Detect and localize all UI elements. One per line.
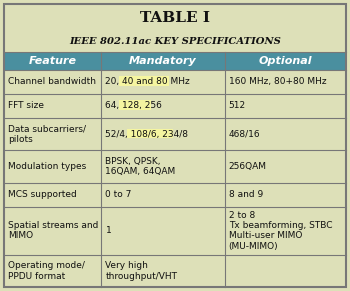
Text: TABLE I: TABLE I (140, 10, 210, 24)
Text: 256QAM: 256QAM (229, 162, 267, 171)
Text: IEEE 802.11ac KEY SPECIFICATIONS: IEEE 802.11ac KEY SPECIFICATIONS (69, 36, 281, 45)
Bar (225, 52, 346, 70)
Text: 52/4, 108/6, 234/8: 52/4, 108/6, 234/8 (105, 130, 188, 139)
Text: 468/16: 468/16 (229, 130, 260, 139)
Text: 160 MHz, 80+80 MHz: 160 MHz, 80+80 MHz (229, 77, 326, 86)
Text: BPSK, QPSK,
16QAM, 64QAM: BPSK, QPSK, 16QAM, 64QAM (105, 157, 176, 176)
Text: 1: 1 (105, 226, 111, 235)
Text: Spatial streams and
MIMO: Spatial streams and MIMO (8, 221, 98, 240)
Text: 20, 40 and 80 MHz: 20, 40 and 80 MHz (105, 77, 190, 86)
Text: Very high
throughput/VHT: Very high throughput/VHT (105, 261, 177, 281)
Bar (119, 100, 151, 110)
Text: Mandatory: Mandatory (129, 56, 197, 66)
Text: 0 to 7: 0 to 7 (105, 190, 132, 199)
Bar (119, 77, 169, 86)
Text: Modulation types: Modulation types (8, 162, 86, 171)
Text: Data subcarriers/
pilots: Data subcarriers/ pilots (8, 125, 86, 144)
Bar (102, 52, 225, 70)
Text: MCS supported: MCS supported (8, 190, 77, 199)
Text: Feature: Feature (29, 56, 77, 66)
Text: 64, 128, 256: 64, 128, 256 (105, 102, 162, 111)
Bar (4, 52, 101, 70)
Text: FFT size: FFT size (8, 102, 44, 111)
Text: Operating mode/
PPDU format: Operating mode/ PPDU format (8, 261, 85, 281)
Bar (127, 129, 173, 138)
Text: 512: 512 (229, 102, 246, 111)
Text: Channel bandwidth: Channel bandwidth (8, 77, 96, 86)
Text: 8 and 9: 8 and 9 (229, 190, 263, 199)
Text: 2 to 8
Tx beamforming, STBC
Multi-user MIMO
(MU-MIMO): 2 to 8 Tx beamforming, STBC Multi-user M… (229, 211, 332, 251)
Text: Optional: Optional (259, 56, 312, 66)
